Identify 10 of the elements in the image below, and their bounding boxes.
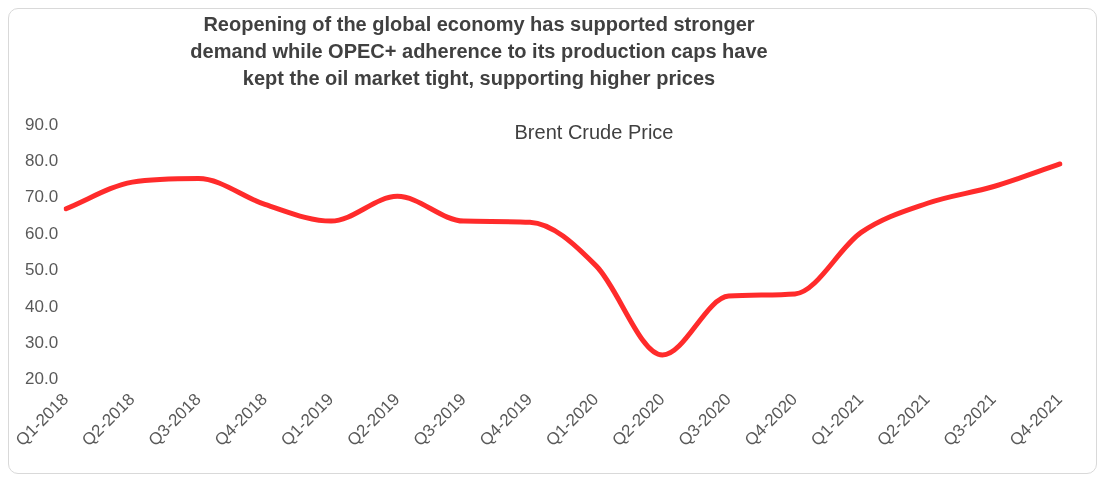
y-tick-label: 90.0 xyxy=(24,114,59,134)
y-tick-label: 70.0 xyxy=(24,187,59,207)
chart-title: Reopening of the global economy has supported stronger demand while OPEC+ adherence to its production caps have kept the oil market tight, supporting higher prices xyxy=(189,12,769,91)
y-tick-label: 50.0 xyxy=(24,260,59,280)
y-tick-label: 80.0 xyxy=(24,151,59,171)
y-tick-label: 40.0 xyxy=(24,296,59,316)
y-tick-label: 60.0 xyxy=(24,223,59,243)
y-tick-label: 30.0 xyxy=(24,333,59,353)
chart-subtitle: Brent Crude Price xyxy=(513,121,675,144)
y-tick-label: 20.0 xyxy=(24,369,59,389)
